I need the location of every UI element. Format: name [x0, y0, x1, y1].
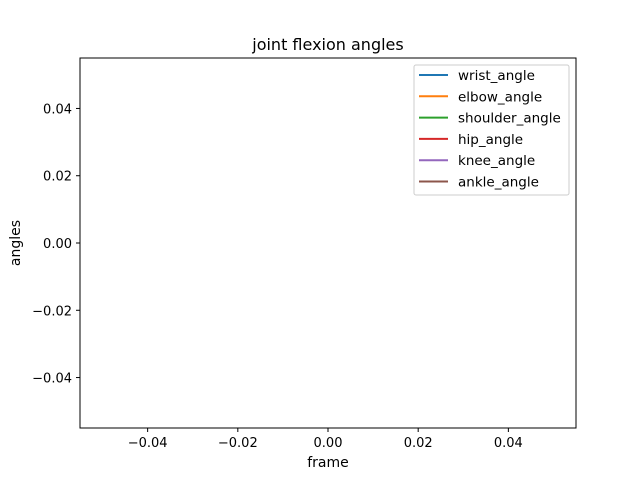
y-axis-label: angles	[8, 220, 24, 266]
x-tick-label: 0.00	[314, 436, 343, 451]
x-axis: −0.04 −0.02 0.00 0.02 0.04	[128, 428, 523, 451]
legend-label-hip-angle: hip_angle	[458, 132, 523, 148]
chart-title: joint flexion angles	[251, 35, 403, 54]
x-tick-label: −0.04	[128, 436, 168, 451]
legend-label-ankle-angle: ankle_angle	[458, 175, 539, 191]
legend-label-knee-angle: knee_angle	[458, 153, 535, 169]
x-tick-label: 0.02	[404, 436, 433, 451]
legend-label-elbow-angle: elbow_angle	[458, 89, 542, 105]
legend-label-wrist-angle: wrist_angle	[458, 68, 535, 84]
x-axis-label: frame	[307, 455, 349, 471]
y-axis: −0.04 −0.02 0.00 0.02 0.04	[32, 102, 80, 387]
y-tick-label: 0.00	[43, 237, 72, 252]
legend-frame	[413, 64, 570, 196]
legend: wrist_angle elbow_angle shoulder_angle hip_…	[413, 64, 570, 196]
y-tick-label: 0.04	[43, 102, 72, 117]
x-tick-label: −0.02	[218, 436, 258, 451]
legend-items: wrist_angle elbow_angle shoulder_angle hip_…	[419, 68, 561, 191]
y-tick-label: −0.02	[32, 304, 72, 319]
x-tick-label: 0.04	[494, 436, 523, 451]
legend-label-shoulder-angle: shoulder_angle	[458, 111, 561, 127]
y-tick-label: 0.02	[43, 170, 72, 185]
y-tick-label: −0.04	[32, 372, 72, 387]
